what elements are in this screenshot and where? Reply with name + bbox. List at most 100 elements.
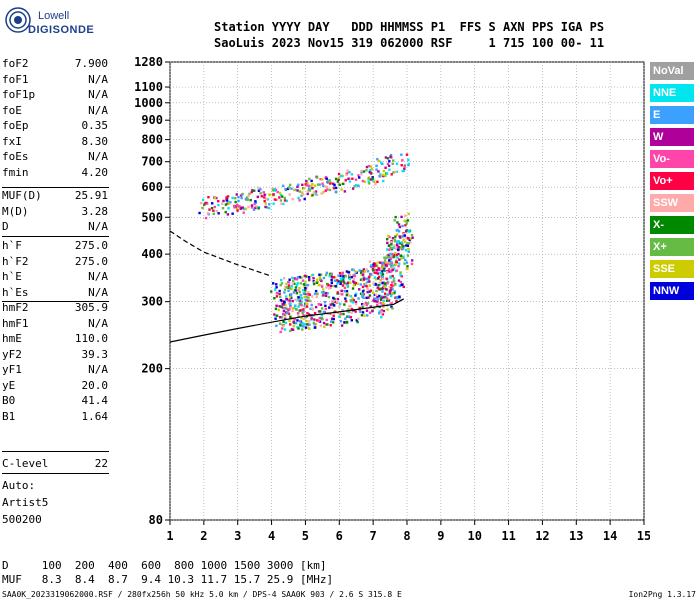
echo-point [385, 237, 389, 241]
echo-point [330, 320, 333, 323]
echo-point [293, 277, 297, 280]
echo-point [373, 299, 377, 303]
y-tick-label: 600 [141, 180, 163, 194]
echo-point [324, 307, 328, 311]
y-tick-label: 400 [141, 247, 163, 261]
echo-point [234, 200, 237, 204]
echo-point [236, 209, 239, 212]
echo-point [369, 168, 372, 172]
echo-point [346, 285, 350, 288]
echo-point [293, 289, 297, 292]
legend-item: SSE [650, 260, 694, 278]
echo-point [288, 278, 291, 281]
echo-point [357, 297, 360, 300]
echo-point [308, 327, 311, 330]
echo-point [368, 290, 371, 293]
echo-point [328, 179, 331, 182]
echo-point [282, 202, 285, 206]
echo-point [399, 242, 402, 245]
param-name: yF2 [2, 347, 22, 361]
echo-point [313, 280, 317, 284]
echo-point [381, 313, 385, 316]
echo-point [394, 252, 397, 255]
echo-point [289, 315, 292, 318]
echo-point [215, 210, 218, 213]
echo-point [338, 305, 341, 308]
echo-point [371, 177, 374, 180]
echo-point [372, 297, 376, 300]
echo-point [379, 302, 383, 305]
echo-point [281, 327, 284, 330]
echo-point [373, 268, 377, 271]
echo-point [389, 289, 392, 292]
echo-point [242, 211, 245, 214]
echo-point [352, 284, 356, 287]
separator [2, 473, 109, 474]
echo-point [330, 284, 333, 288]
echo-point [284, 295, 288, 298]
echo-point [329, 324, 332, 327]
echo-point [235, 207, 239, 211]
echo-point [393, 291, 396, 295]
param-row: h`Es N/A [2, 285, 108, 301]
echo-point [346, 282, 349, 286]
echo-point [381, 296, 384, 299]
echo-point [350, 268, 354, 271]
echo-point [300, 297, 303, 300]
echo-point [385, 287, 388, 291]
echo-point [338, 315, 341, 318]
echo-point [380, 309, 383, 312]
echo-point [305, 184, 309, 187]
echo-point [304, 315, 307, 319]
param-name: hmF1 [2, 316, 29, 330]
echo-point [388, 292, 391, 295]
echo-point [372, 299, 375, 302]
echo-point [295, 289, 298, 292]
echo-point [390, 248, 394, 251]
echo-point [326, 188, 329, 191]
echo-point [274, 314, 277, 317]
echo-point [281, 184, 285, 188]
echo-point [239, 207, 242, 210]
echo-point [300, 317, 303, 320]
autoscaling-program: Artist5 [2, 496, 49, 509]
echo-point [375, 168, 378, 171]
echo-point [341, 182, 345, 186]
echo-point [339, 319, 343, 323]
echo-point [309, 307, 312, 311]
echo-point [279, 193, 283, 197]
param-name: C-level [2, 457, 49, 470]
param-value: 3.28 [81, 204, 109, 218]
echo-point [315, 193, 319, 197]
echo-point [386, 308, 389, 311]
echo-point [307, 313, 311, 316]
echo-point [343, 190, 347, 193]
echo-point [255, 205, 258, 208]
echo-point [325, 271, 329, 275]
echo-point [306, 192, 309, 196]
echo-point [339, 274, 342, 278]
echo-point [322, 294, 325, 297]
echo-point [351, 301, 355, 304]
echo-point [371, 267, 375, 271]
echo-point [303, 197, 306, 201]
echo-point [302, 322, 305, 325]
param-value: 275.0 [74, 239, 108, 252]
echo-point [199, 201, 203, 205]
echo-point [322, 190, 325, 194]
echo-point [317, 283, 321, 287]
echo-point [212, 212, 216, 216]
echo-point [392, 171, 395, 174]
echo-point [390, 287, 393, 290]
x-tick-label: 10 [467, 529, 481, 543]
echo-point [397, 279, 401, 282]
echo-point [302, 325, 305, 328]
echo-point [314, 322, 318, 326]
echo-point [354, 294, 357, 297]
echo-point [321, 182, 324, 185]
echo-point [291, 197, 294, 201]
echo-point [296, 189, 299, 192]
echo-point [379, 278, 382, 282]
echo-point [404, 220, 408, 223]
echo-point [398, 225, 402, 229]
